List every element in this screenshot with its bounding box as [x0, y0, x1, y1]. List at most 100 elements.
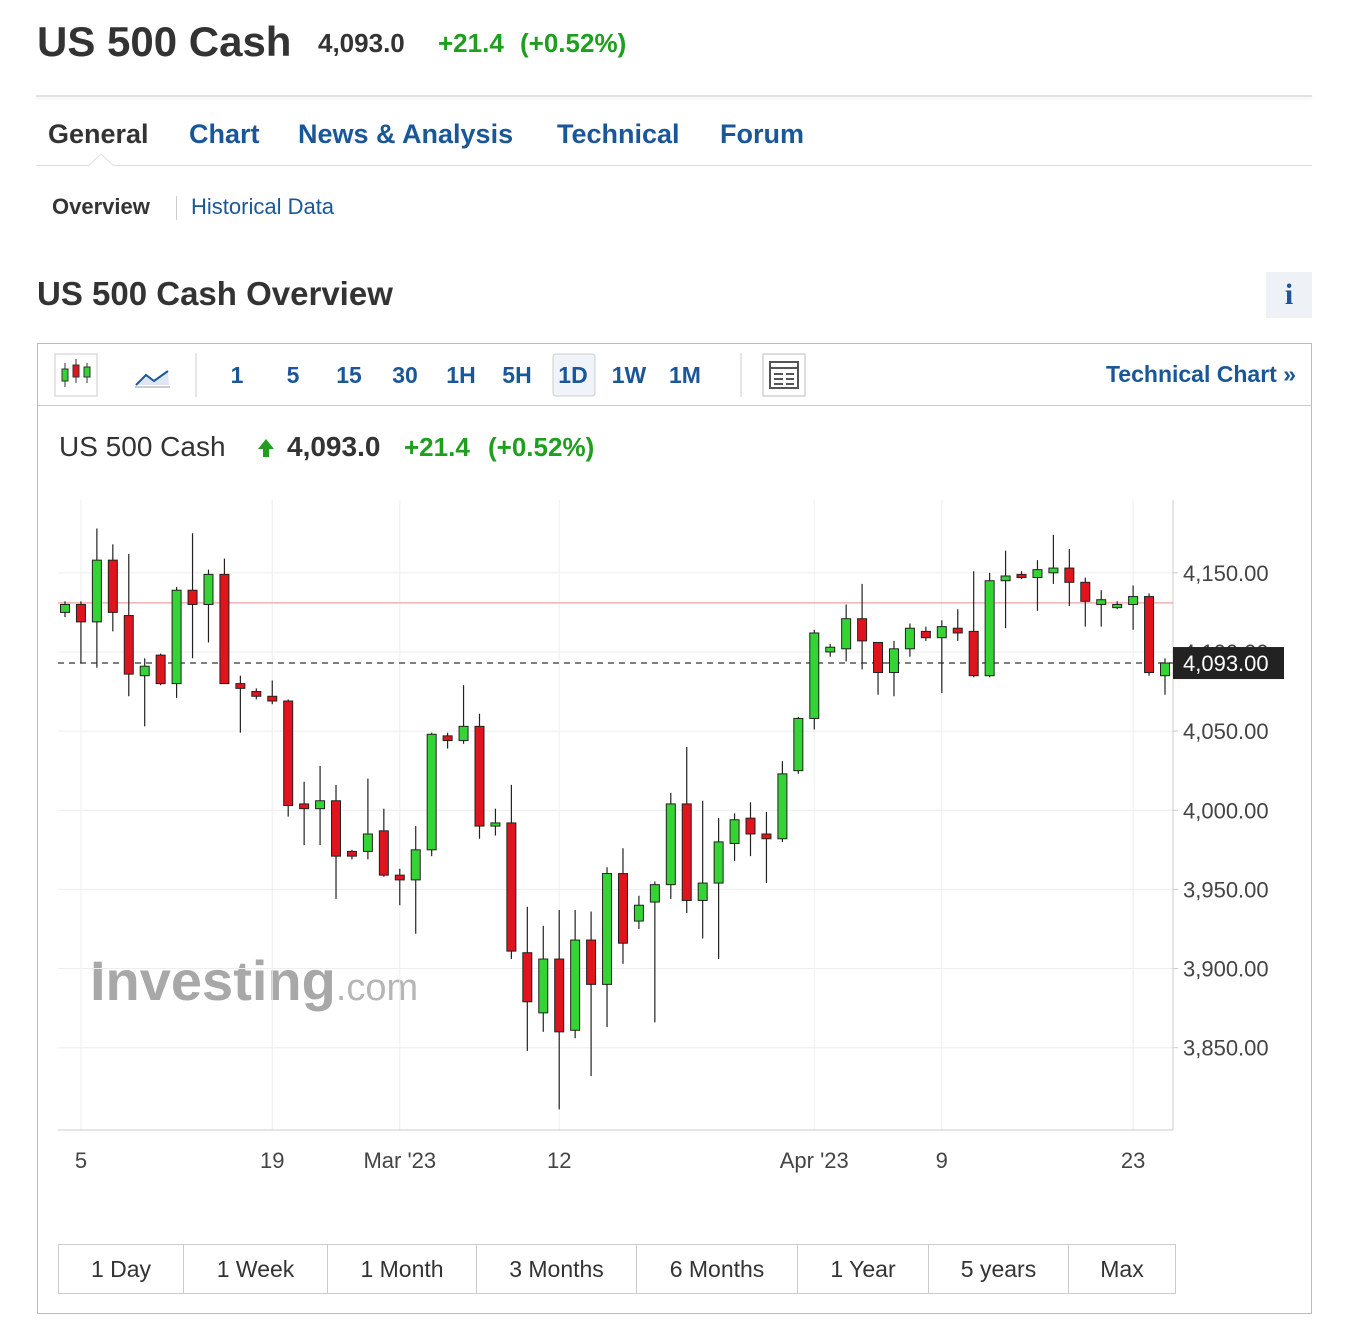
- candle-body: [91, 559, 102, 623]
- candle-body: [362, 833, 373, 852]
- candle-body: [825, 646, 836, 653]
- range-button[interactable]: 6 Months: [637, 1245, 798, 1293]
- range-button[interactable]: 1 Week: [184, 1245, 328, 1293]
- interval[interactable]: 5: [286, 362, 300, 388]
- up-arrow: [258, 439, 274, 457]
- range-button[interactable]: 1 Month: [328, 1245, 477, 1293]
- candle-body: [442, 735, 453, 742]
- watermark-brand: Investing: [90, 949, 336, 1012]
- candle-body: [570, 939, 581, 1031]
- candle-body: [60, 603, 70, 613]
- chart-change-pct: (+0.52%): [488, 432, 595, 462]
- tab[interactable]: General: [48, 119, 149, 149]
- tab[interactable]: News & Analysis: [298, 119, 514, 149]
- x-tick-label: 5: [75, 1148, 87, 1173]
- line-icon[interactable]: [136, 371, 169, 385]
- subtab[interactable]: Historical Data: [191, 194, 335, 219]
- range-button[interactable]: 1 Day: [59, 1245, 184, 1293]
- candle-body: [920, 630, 931, 639]
- candle-body: [1032, 569, 1043, 579]
- candle-body: [107, 559, 118, 613]
- candle-body: [283, 700, 294, 807]
- candle-body: [633, 904, 644, 922]
- candle-body: [602, 873, 613, 985]
- interval[interactable]: 1M: [669, 362, 701, 388]
- candle-body: [761, 833, 772, 840]
- candle-body: [235, 683, 246, 689]
- interval[interactable]: 5H: [502, 362, 532, 388]
- range-buttons: 1 Day 1 Week 1 Month 3 Months 6 Months 1…: [58, 1244, 1176, 1294]
- interval[interactable]: 1H: [446, 362, 476, 388]
- interval[interactable]: 1W: [611, 362, 647, 388]
- candle-body: [1096, 599, 1107, 605]
- candle-body: [1128, 596, 1139, 605]
- candle-body: [841, 618, 852, 650]
- candle-body: [315, 800, 326, 810]
- candle-body: [299, 803, 310, 810]
- candle-body: [458, 725, 469, 742]
- watermark: Investing.com: [90, 949, 418, 1012]
- x-tick-label: Apr '23: [780, 1148, 849, 1173]
- range-button[interactable]: 5 years: [929, 1245, 1069, 1293]
- range-button[interactable]: 1 Year: [798, 1245, 929, 1293]
- subtab[interactable]: Overview: [52, 194, 150, 219]
- candle-body: [1064, 567, 1075, 583]
- range-button[interactable]: Max: [1100, 1256, 1144, 1282]
- x-tick-label: 23: [1121, 1148, 1145, 1173]
- interval[interactable]: 30: [392, 362, 418, 388]
- candle-body: [904, 627, 915, 650]
- candle-body: [745, 817, 756, 835]
- technical-chart-link[interactable]: Technical Chart »: [1105, 361, 1296, 387]
- candle-body: [203, 573, 214, 605]
- candle-body: [123, 615, 134, 675]
- last-price-label: 4,093.00: [1183, 651, 1269, 676]
- section-title: US 500 Cash Overview: [37, 275, 393, 312]
- tabs-divider: [36, 165, 1312, 166]
- chart-panel: [37, 343, 1312, 1314]
- candle-body: [984, 580, 995, 677]
- candle-body: [952, 627, 963, 634]
- candle-body: [777, 773, 788, 840]
- tab[interactable]: Technical: [557, 119, 680, 149]
- interval[interactable]: 15: [336, 362, 362, 388]
- candle-body: [936, 626, 947, 639]
- price-chart: Investing.com 3,850.00 3,900.00 3,950.00 4,…: [58, 500, 1284, 1173]
- candle-body: [1112, 603, 1123, 609]
- tab-caret: [88, 153, 114, 167]
- candle-body: [251, 691, 262, 697]
- candle-body: [809, 632, 820, 719]
- toolbar-icons: [54, 353, 806, 397]
- price: 4,093.0: [318, 28, 405, 58]
- interval[interactable]: 1D: [558, 362, 588, 388]
- candle-body: [649, 884, 660, 903]
- info-button[interactable]: i: [1266, 272, 1312, 318]
- candle-body: [1016, 573, 1027, 579]
- candle-body: [538, 958, 549, 1014]
- candle-body: [968, 630, 979, 677]
- candle-body: [267, 695, 278, 702]
- candle-body: [331, 800, 342, 857]
- tab[interactable]: Forum: [720, 119, 804, 149]
- range-button[interactable]: 3 Months: [477, 1245, 637, 1293]
- candle-body: [1048, 567, 1059, 574]
- candle-body: [888, 648, 899, 674]
- y-tick-label: 3,950.00: [1183, 877, 1269, 902]
- y-tick-label: 4,000.00: [1183, 798, 1269, 823]
- y-tick-label: 3,900.00: [1183, 957, 1269, 982]
- instrument-title: US 500 Cash: [37, 18, 292, 65]
- candle-body: [1160, 662, 1170, 677]
- watermark-suffix: .com: [336, 967, 418, 1009]
- candle-body: [346, 850, 357, 857]
- candle-body: [793, 717, 804, 772]
- x-tick-label: 9: [936, 1148, 948, 1173]
- candle-body: [219, 573, 230, 685]
- candle-body: [1080, 581, 1091, 602]
- interval[interactable]: 1: [230, 362, 244, 388]
- candle-body: [522, 952, 533, 1003]
- candle-body: [139, 665, 150, 677]
- x-tick-label: Mar '23: [363, 1148, 436, 1173]
- candle-body: [506, 822, 517, 952]
- interval-selected-box: [552, 353, 596, 397]
- candle-body: [187, 589, 198, 605]
- tab[interactable]: Chart: [189, 119, 260, 149]
